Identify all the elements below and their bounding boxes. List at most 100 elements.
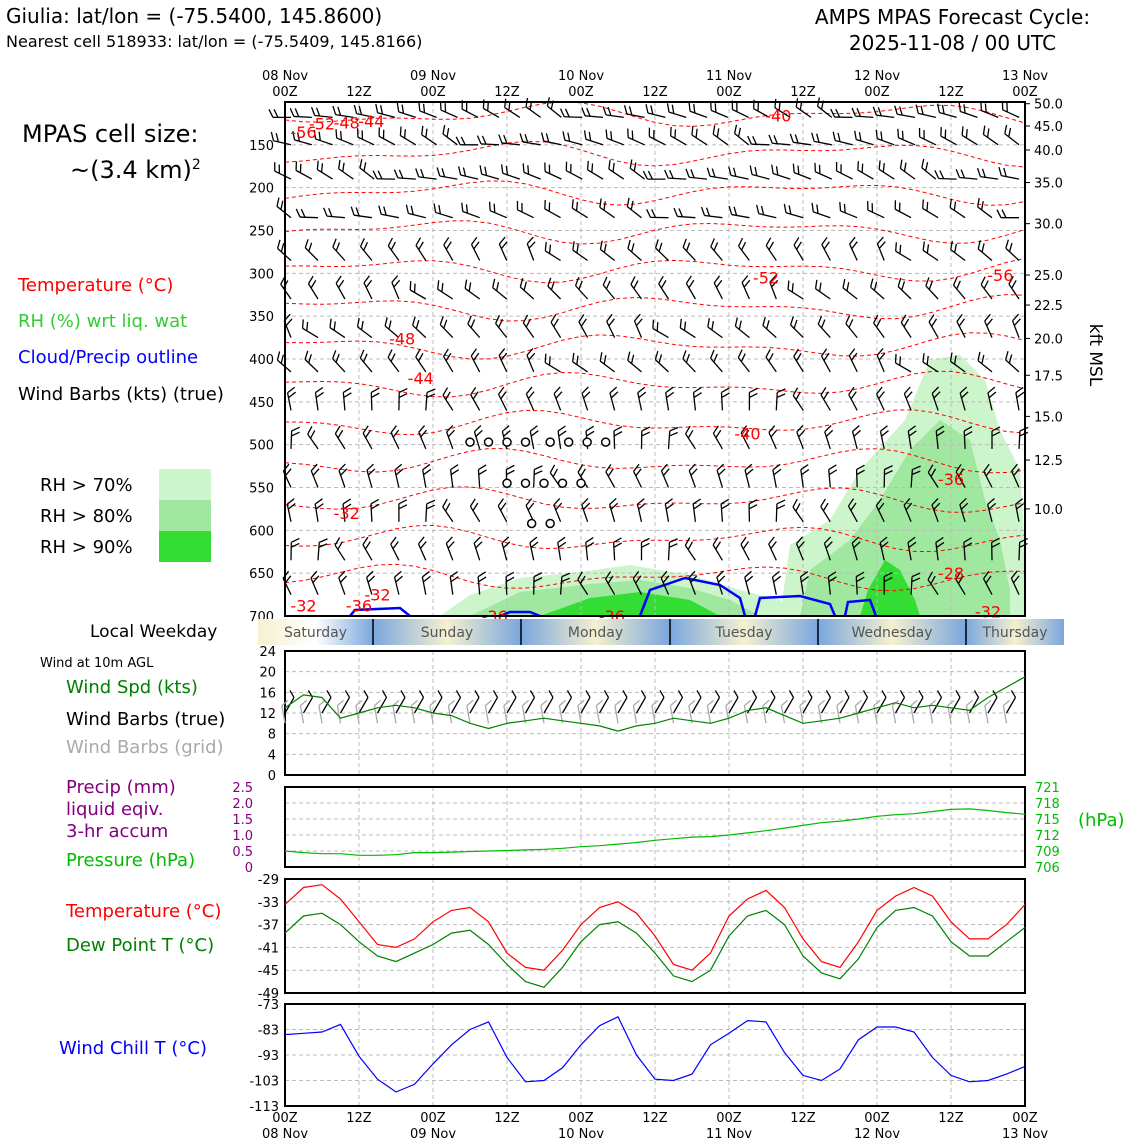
windchill-label: Wind Chill T (°C) (59, 1038, 207, 1059)
wind-barb-flag (571, 199, 574, 209)
wind-barb-flag (533, 572, 543, 578)
wind-barb-flag (748, 504, 758, 510)
wind-barb-flag (876, 348, 884, 356)
true-wind-barb (857, 690, 869, 714)
wind-barb-flag (359, 349, 365, 359)
wind-barb-staff (632, 578, 643, 595)
wind-barb-flag (286, 498, 295, 505)
wind-barb-staff (910, 469, 914, 488)
wind-barb-flag (445, 241, 452, 250)
true-wind-barb-flag (788, 690, 795, 698)
panel4-frame (284, 1003, 1026, 1107)
wind-barb-flag (903, 162, 907, 172)
wind-barb-staff (329, 326, 346, 339)
wind-barb (497, 498, 508, 523)
wind-barb-staff (446, 431, 454, 450)
wind-barb-flag (338, 463, 346, 471)
wind-barb-flag (468, 282, 472, 292)
wind-barb-flag (631, 130, 634, 140)
wind-barb-staff (304, 247, 319, 261)
wind-barb-flag (421, 125, 424, 135)
wind-barb (526, 236, 536, 261)
top-date-label-6: 11 Nov (706, 69, 752, 84)
wind-barb-flag (409, 281, 412, 291)
wind-barb (847, 498, 858, 523)
wind-barb-flag (878, 241, 886, 249)
grid-wind-barb-staff (410, 705, 416, 724)
wind-barb-flag (577, 571, 583, 580)
true-wind-barb (913, 690, 924, 714)
wind-barb (712, 125, 729, 146)
wind-barb (497, 386, 508, 411)
wind-barb-staff (950, 249, 966, 262)
grid-wind-barb-staff (355, 705, 360, 724)
wind-barb-flag (316, 160, 319, 170)
wind-barb-flag (956, 313, 963, 322)
wind-barb-flag (880, 425, 888, 432)
wind-barb-flag (744, 463, 753, 471)
wind-barb-flag (401, 104, 405, 114)
wind-barb-flag (505, 165, 509, 175)
wind-barb (415, 348, 427, 373)
precip-ytick-1: 0.5 (232, 845, 253, 860)
wind-barb-flag (307, 425, 313, 435)
wind-barb-staff (366, 577, 373, 595)
wind-barb-flag (899, 244, 902, 254)
wind-barb-staff (633, 471, 643, 488)
wind-barb-flag (793, 237, 800, 246)
wind-barb-flag (927, 464, 934, 473)
wind-barb (748, 387, 758, 411)
wind-barb-flag (580, 468, 586, 477)
wind-barb-flag (410, 205, 414, 215)
wind-barb-flag (553, 318, 559, 327)
temp-ytick-5: -49 (258, 987, 279, 1002)
wind-barb-staff (342, 503, 346, 522)
wind-barb-flag (754, 166, 758, 176)
wind-barb-flag (752, 135, 757, 145)
wind-barb (350, 206, 372, 219)
wind-barb-flag (572, 352, 575, 362)
wind-barb-flag (294, 108, 300, 117)
wind-barb-flag (528, 241, 536, 249)
wind-barb-flag (737, 127, 742, 137)
wind-barb-flag (270, 131, 275, 141)
wind-barb (439, 316, 454, 339)
wind-barb-flag (495, 315, 501, 324)
wind-barb-flag (695, 128, 698, 138)
cross-section-frame (284, 101, 1026, 617)
wind-barb-flag (857, 161, 859, 171)
wind-barb-flag (498, 318, 504, 328)
wind-barb-flag (1003, 167, 1007, 177)
wind-barb (332, 238, 346, 261)
wind-barb-staff (977, 206, 993, 219)
wind-barb-flag (757, 102, 760, 112)
wind-barb-staff (918, 112, 936, 119)
wind-barb-staff (502, 172, 521, 180)
wind-barb (295, 208, 319, 219)
wind-barb (627, 128, 645, 146)
wind-barb-staff (310, 470, 319, 488)
kft-tick-7: 20.0 (1034, 332, 1063, 347)
wind-barb-staff (544, 362, 561, 373)
wind-barb (1005, 239, 1020, 261)
wind-barb-staff (877, 138, 895, 146)
wind-barb-flag (362, 425, 369, 434)
wind-barb-flag (390, 353, 396, 362)
wind-barb-flag (422, 463, 431, 471)
weekday-cell-3 (670, 619, 818, 645)
wind-barb-staff (1004, 133, 1020, 146)
cell-size-title: MPAS cell size: (22, 120, 199, 148)
wind-barb-flag (977, 351, 981, 361)
wind-barb-staff (577, 579, 589, 595)
wind-barb-flag (734, 317, 738, 327)
wind-barb-staff (716, 470, 724, 488)
wind-barb-flag (823, 391, 829, 400)
wind-barb-staff (605, 578, 616, 595)
wind-barb-flag (522, 163, 525, 173)
kft-axis-label: kft MSL (1085, 324, 1105, 387)
wind-barb-flag (980, 276, 986, 285)
wind-barb-staff (649, 136, 666, 146)
wind-barb-staff (751, 173, 770, 180)
grid-wind-barb (595, 699, 603, 724)
wind-barb-flag (415, 348, 421, 358)
